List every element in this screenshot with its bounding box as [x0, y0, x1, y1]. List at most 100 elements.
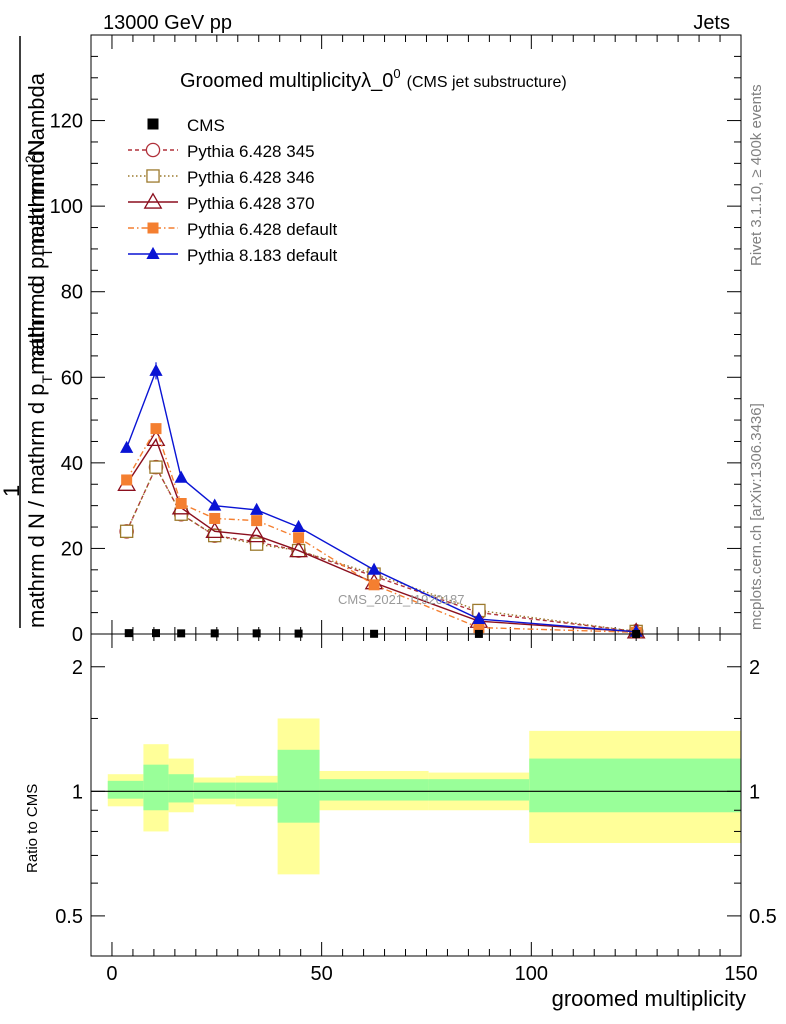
ratio-tick-label-right: 0.5 [749, 906, 777, 928]
series-point [291, 519, 306, 532]
x-axis-label: groomed multiplicity [552, 986, 746, 1011]
series-point [150, 423, 162, 435]
main-series-group [117, 362, 646, 639]
y-label-den-mid: mathrm d [24, 282, 49, 375]
y-label-den-sub2: T [39, 248, 55, 257]
ratio-tick-label: 0.5 [55, 906, 83, 928]
cms-data-point [152, 629, 160, 638]
y-label-denominator-2: mathrm d pTmathrm d lambda [24, 72, 55, 368]
y-label-den-left: mathrm d N / mathrm d p [24, 383, 49, 628]
cms-data-point [177, 629, 186, 638]
x-tick-label: 100 [515, 963, 548, 985]
ratio-bands [91, 718, 741, 875]
chart-subtitle: (CMS jet substructure) [407, 74, 567, 91]
series-point [149, 460, 163, 474]
series-point [146, 429, 166, 447]
series-point [247, 526, 267, 543]
main-axes: 0 20 40 60 80 100 120 [50, 34, 742, 646]
legend-label: Pythia 6.428 default [187, 220, 338, 239]
x-tick-label: 150 [724, 963, 757, 985]
series-line [126, 465, 637, 633]
series-point [205, 521, 225, 539]
cms-data-point [210, 629, 219, 638]
ratio-plot-frame [90, 633, 742, 957]
y-label-numerator-n: N [24, 139, 49, 155]
series-point [119, 524, 134, 539]
series-point [208, 528, 222, 543]
series-point [209, 512, 221, 524]
ratio-band-green [193, 782, 236, 799]
x-tick-label: 50 [311, 963, 333, 985]
ratio-tick-label: 1 [72, 781, 83, 803]
main-plot-panel: 0 20 40 60 80 100 120 CMS_2021_I1920187 [50, 34, 742, 646]
legend-marker [146, 169, 160, 183]
legend-marker-cms [147, 118, 159, 130]
legend-label: Pythia 6.428 346 [187, 168, 315, 187]
series-point [473, 622, 485, 634]
legend-marker [145, 142, 161, 158]
y-tick-label: 80 [61, 282, 83, 304]
series-point [120, 440, 134, 453]
chart-title-superscript: 0 [393, 66, 400, 81]
legend-label: Pythia 6.428 370 [187, 194, 315, 213]
x-tick-label: 0 [106, 963, 117, 985]
series-point [367, 562, 381, 575]
series-point [289, 541, 308, 558]
legend-marker [147, 222, 159, 234]
series-point [249, 537, 264, 551]
y-tick-label: 20 [61, 538, 83, 560]
y-label-den-right: mathrm d p [24, 257, 49, 368]
y-label-numerator-sup: 2 [22, 155, 38, 163]
y-label-den-sub1: T [39, 374, 55, 383]
ratio-tick-label-right: 2 [749, 657, 760, 679]
y-label-numerator-d: mathrm d [24, 163, 49, 256]
legend-label: Pythia 6.428 345 [187, 142, 315, 161]
ratio-band-green [168, 774, 194, 803]
watermark: CMS_2021_I1920187 [338, 592, 465, 607]
ratio-band-green [107, 780, 144, 799]
y-label-fraction-one: 1 [0, 485, 24, 497]
chart-title-main: Groomed multiplicityλ_0 [180, 70, 393, 92]
y-axis-label: 1 mathrm d2N mathrm d N / mathrm d pTmat… [0, 36, 55, 628]
series-point [250, 502, 264, 515]
y-tick-label: 60 [61, 367, 83, 389]
ratio-band-green [143, 764, 169, 811]
series-point [121, 474, 133, 486]
legend-label-cms: CMS [187, 116, 225, 135]
y-label-denominator: mathrm d N / mathrm d pTmathrm d [24, 282, 55, 628]
ratio-band-green [235, 782, 278, 799]
series-point [208, 498, 222, 511]
ratio-axes: 0 50 100 150 0.5 0.5 1 1 2 2 [55, 634, 777, 985]
series-point [293, 532, 305, 544]
series-point [251, 515, 263, 527]
series-point [472, 611, 486, 624]
ratio-tick-label-right: 1 [749, 781, 760, 803]
y-tick-label: 100 [50, 196, 83, 218]
ratio-plot-panel: 0 50 100 150 0.5 0.5 1 1 2 2 Ratio to CMS [24, 633, 777, 985]
legend-marker [143, 192, 163, 209]
y-tick-label: 40 [61, 453, 83, 475]
y-tick-label: 0 [72, 624, 83, 646]
ratio-band-green [529, 758, 741, 813]
y-label-numerator: mathrm d2N [22, 139, 49, 256]
chart-title: Groomed multiplicityλ_00 (CMS jet substru… [180, 66, 567, 92]
cms-data-point [124, 629, 133, 638]
collision-label: 13000 GeV pp [103, 12, 232, 34]
series-point [368, 579, 380, 591]
legend: CMS Pythia 6.428 345 Pythia 6.428 346 Pythi… [128, 116, 338, 265]
ratio-tick-label: 2 [72, 657, 83, 679]
series-line [126, 437, 637, 633]
y-tick-label: 120 [50, 111, 83, 133]
y-label-den-end: mathrm d lambda [24, 72, 49, 244]
mcplots-label: mcplots.cern.ch [arXiv:1306.3436] [748, 403, 765, 630]
process-label: Jets [693, 12, 730, 34]
legend-label: Pythia 8.183 default [187, 246, 338, 265]
ratio-y-label: Ratio to CMS [24, 784, 41, 873]
legend-marker [146, 246, 160, 259]
cms-data-point [252, 629, 261, 638]
ratio-band-green [428, 779, 530, 801]
series-point [175, 498, 187, 510]
ratio-band-green [319, 779, 429, 801]
ratio-band-green [277, 749, 320, 823]
